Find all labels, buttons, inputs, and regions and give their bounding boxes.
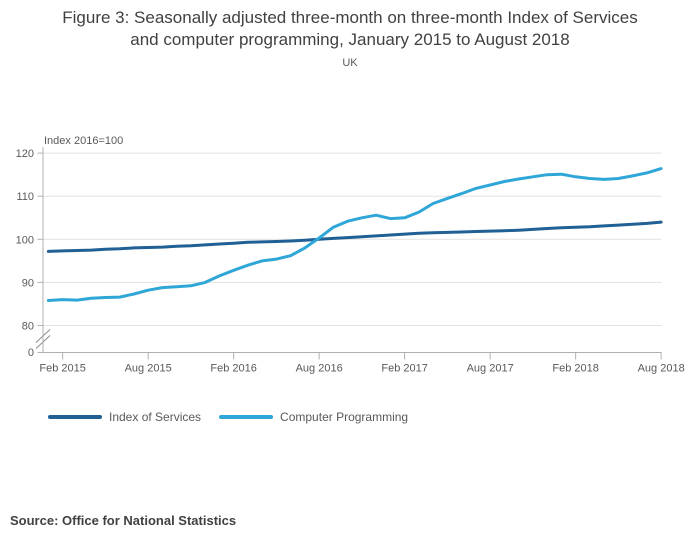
chart-subtitle: UK [342, 57, 358, 69]
legend-label-computer-programming: Computer Programming [280, 410, 409, 424]
legend: Index of Services Computer Programming [48, 410, 426, 424]
index-of-services-line-swatch [48, 415, 102, 419]
source-note: Source: Office for National Statistics [10, 513, 237, 528]
x-tick-label: Feb 2015 [39, 363, 85, 375]
x-tick-label: Aug 2016 [296, 363, 343, 375]
y-tick-label: 120 [16, 148, 34, 160]
computer-programming-line-swatch [219, 415, 274, 419]
y-tick-label: 90 [22, 277, 34, 289]
x-tick-label: Aug 2018 [638, 363, 685, 375]
x-tick-label: Feb 2018 [552, 363, 598, 375]
y-tick-label: 110 [16, 191, 34, 203]
y-axis: 80 90 100 110 120 0 Index 2016=100 [16, 135, 124, 359]
series-lines [46, 167, 663, 302]
y-axis-caption: Index 2016=100 [44, 135, 123, 147]
chart-title: Figure 3: Seasonally adjusted three-mont… [62, 8, 638, 49]
gridlines [43, 152, 662, 326]
computer-programming-line [46, 167, 663, 302]
x-tick-label: Aug 2017 [467, 363, 514, 375]
y-tick-label: 100 [16, 234, 34, 246]
y-axis-zero-label: 0 [28, 347, 34, 359]
index-of-services-line [46, 220, 663, 253]
x-tick-label: Feb 2016 [210, 363, 256, 375]
x-axis: Feb 2015 Aug 2015 Feb 2016 Aug 2016 Feb 2017… [39, 352, 685, 375]
y-tick-label: 80 [22, 321, 34, 333]
x-tick-label: Feb 2017 [381, 363, 427, 375]
legend-label-index-of-services: Index of Services [109, 410, 202, 424]
legend-item-index-of-services: Index of Services [48, 410, 201, 424]
legend-item-computer-programming: Computer Programming [219, 410, 408, 424]
x-tick-label: Aug 2015 [125, 363, 172, 375]
